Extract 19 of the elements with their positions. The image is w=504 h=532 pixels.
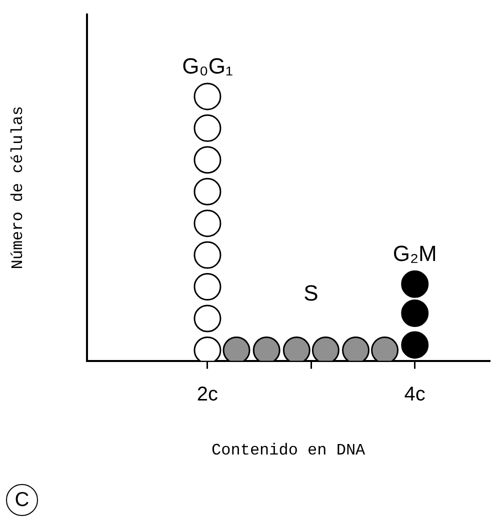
point <box>194 146 222 174</box>
x-tick-label: 4c <box>404 383 426 406</box>
point <box>194 114 222 142</box>
series-label: G₂M <box>392 241 437 266</box>
point <box>194 178 222 206</box>
series-label: S <box>304 280 318 306</box>
point <box>194 241 222 269</box>
x-axis-title: Contenido en DNA <box>212 442 366 460</box>
point <box>194 273 222 301</box>
point <box>401 299 429 327</box>
point <box>194 210 222 238</box>
series-label: G₀G₁ <box>182 54 233 79</box>
text: C <box>6 484 38 516</box>
x-tick-label: 2c <box>196 383 218 406</box>
point <box>194 304 222 332</box>
y-axis-title: Número de células <box>8 106 27 270</box>
point <box>194 82 222 110</box>
point <box>401 270 429 298</box>
point <box>401 331 429 359</box>
